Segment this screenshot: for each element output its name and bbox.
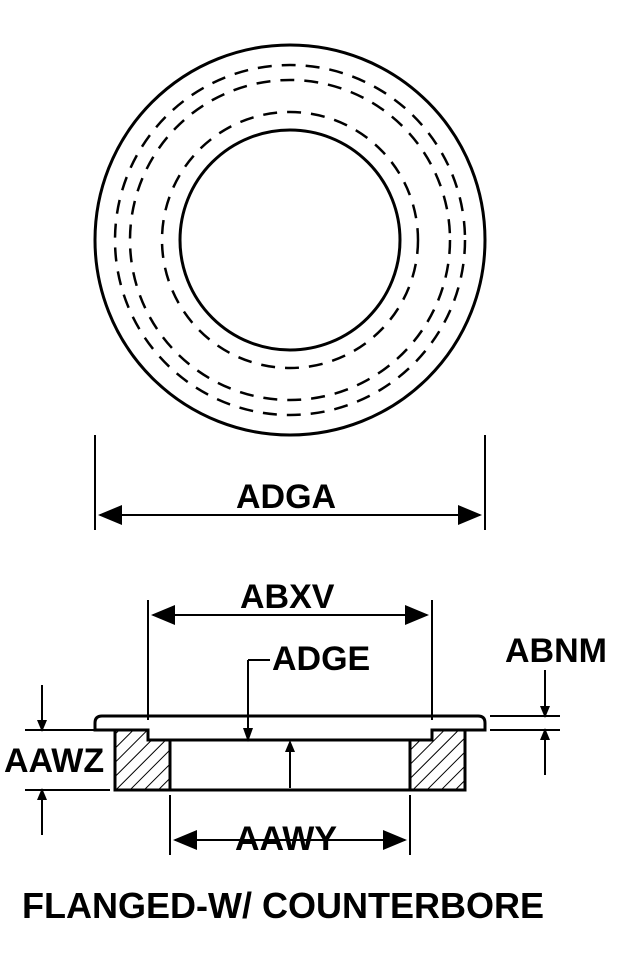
abnm-dimension [490, 670, 560, 775]
top-view [95, 45, 485, 435]
adge-leader [243, 660, 270, 742]
aawy-label: AAWY [235, 820, 337, 859]
abxv-label: ABXV [240, 578, 334, 617]
adga-label: ADGA [236, 478, 336, 517]
aawz-label: AAWZ [4, 742, 104, 781]
engineering-diagram: ADGA ABXV ADGE ABNM AAWZ AAWY FLANGED-W/… [0, 0, 640, 980]
adge-label: ADGE [272, 640, 370, 679]
diagram-title: FLANGED-W/ COUNTERBORE [22, 885, 544, 927]
adge-lower-arrow [285, 740, 295, 788]
abnm-label: ABNM [505, 632, 607, 671]
